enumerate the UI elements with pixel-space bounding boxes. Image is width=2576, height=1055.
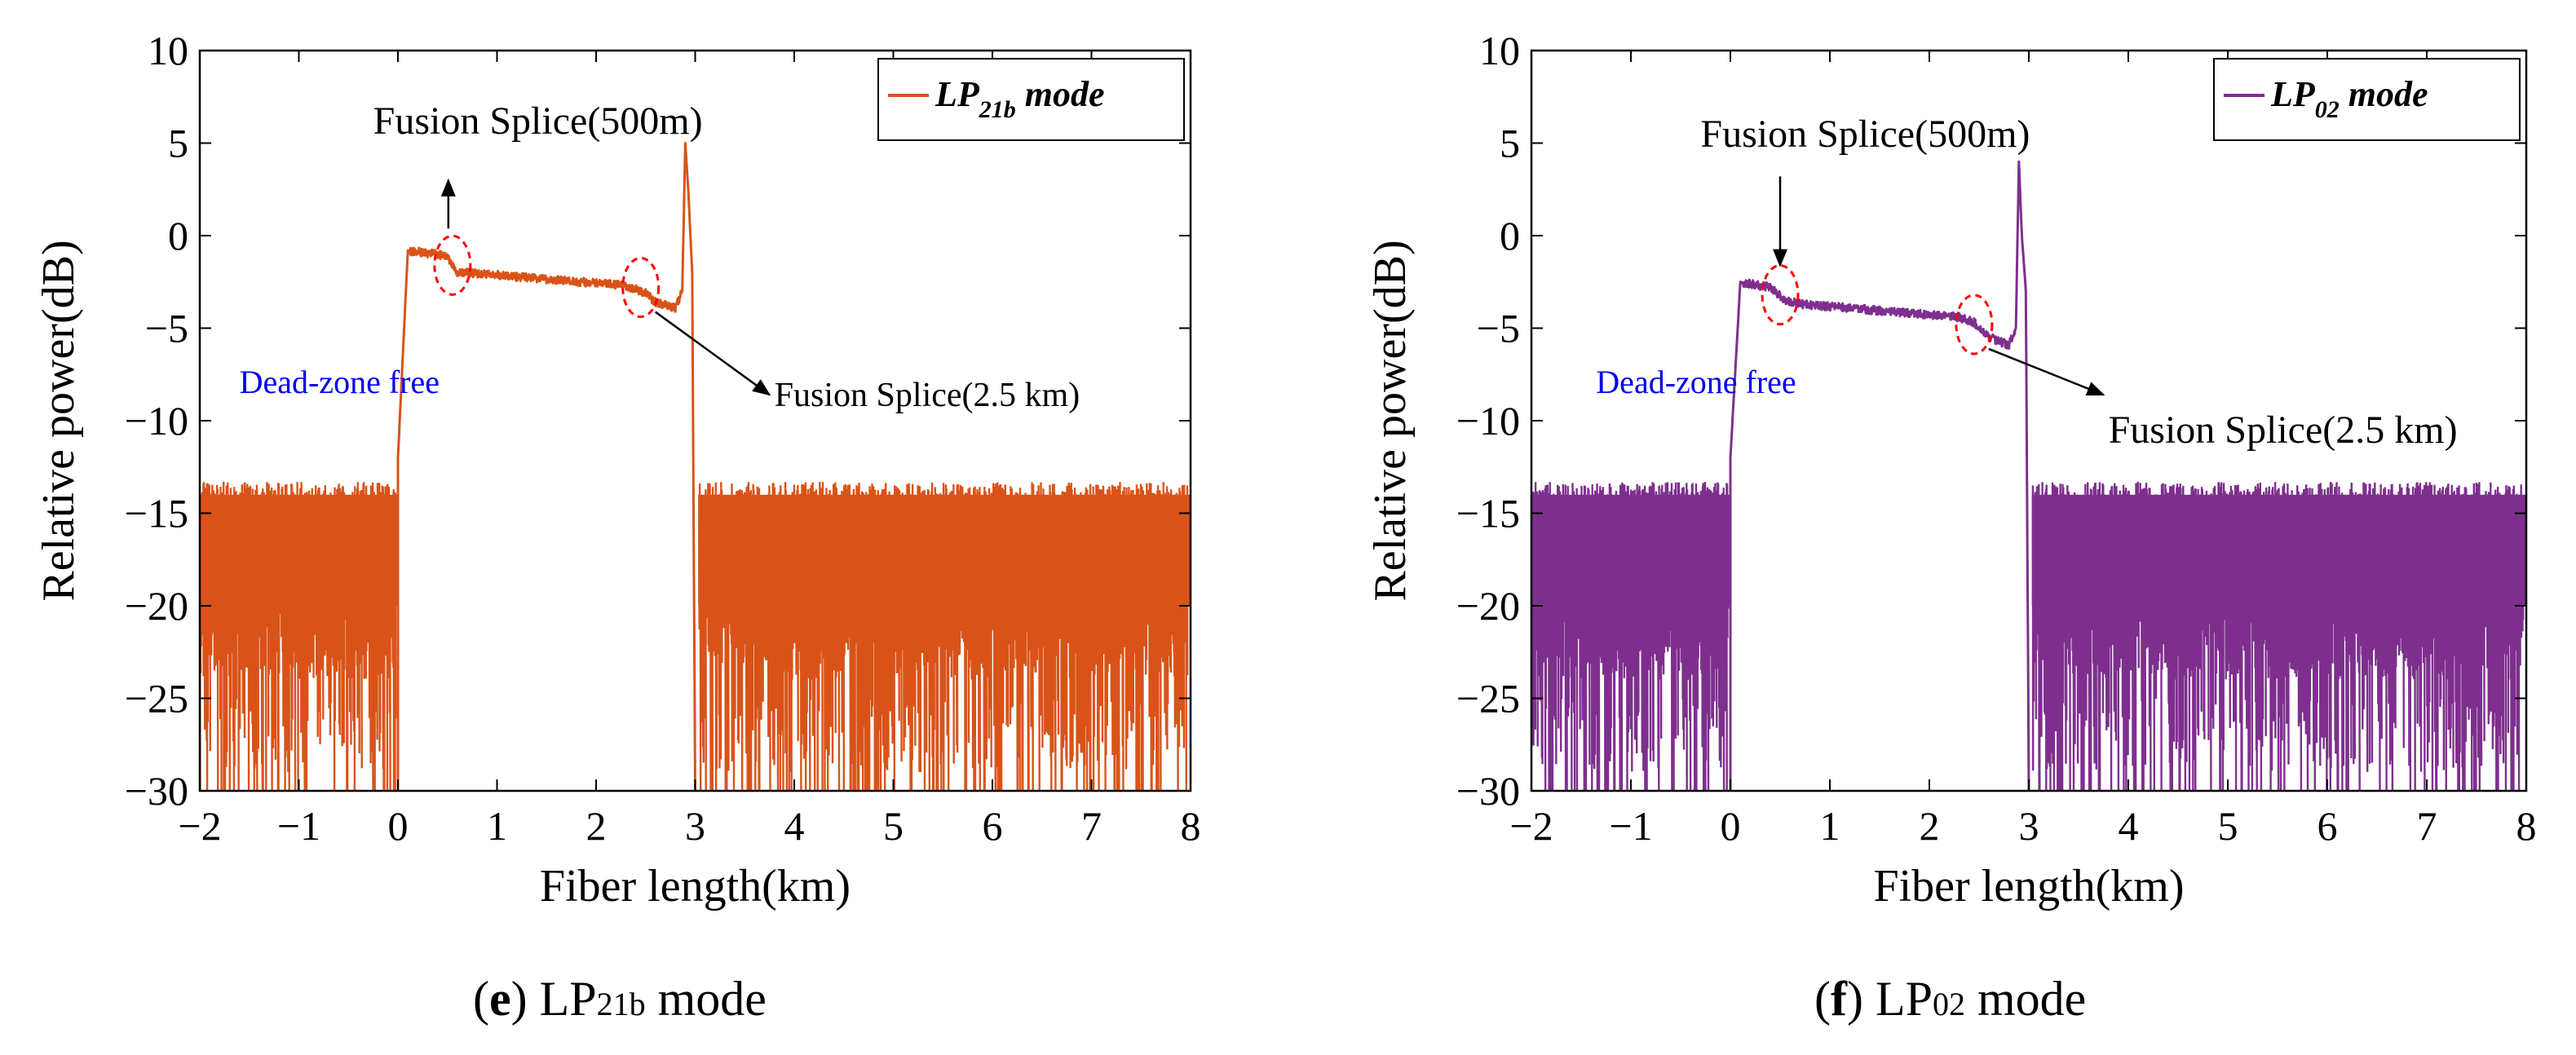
caption-suffix: mode: [1965, 972, 2086, 1026]
x-tick-label: 0: [388, 803, 409, 849]
caption-open-paren: (: [1814, 972, 1831, 1026]
legend-prefix: LP: [935, 74, 980, 114]
caption-suffix: mode: [646, 972, 767, 1026]
x-tick-label: −1: [277, 803, 320, 849]
signal-trace: [396, 142, 696, 791]
x-tick-label: 8: [1181, 803, 1201, 849]
y-tick-label: −5: [145, 306, 188, 351]
splice-marker-2p5km: [1955, 294, 1994, 355]
legend-suffix: mode: [2340, 74, 2428, 114]
y-axis-label: Relative power(dB): [1365, 240, 1416, 601]
legend-label: LP21b mode: [935, 74, 1105, 123]
annotation-dead-zone-free: Dead-zone free: [1596, 364, 1796, 400]
annotation-fusion-splice-2p5km: Fusion Splice(2.5 km): [2109, 408, 2458, 452]
arrow-2p5km: [1988, 347, 2105, 396]
x-axis-label: Fiber length(km): [1873, 861, 2184, 912]
panel-f: −2 −1 0 1 2 3 4 5 6 7 81050−5−10−15−20−25−30Fiber …: [1365, 28, 2537, 1026]
panel-caption: (f) LP02 mode: [1814, 972, 2086, 1026]
data-traces: [200, 142, 1191, 791]
legend-suffix: mode: [1016, 74, 1105, 114]
x-tick-label: 1: [487, 803, 507, 849]
y-tick-label: −25: [125, 676, 188, 722]
caption-subscript: 21b: [597, 986, 646, 1022]
caption-letter: e: [489, 972, 511, 1026]
x-tick-label: 2: [1920, 803, 1940, 849]
x-tick-label: 6: [2318, 803, 2338, 849]
panel-e: −2 −1 0 1 2 3 4 5 6 7 81050−5−10−15−20−25−30Fiber …: [33, 28, 1201, 1026]
y-axis-label: Relative power(dB): [33, 240, 84, 601]
x-tick-label: 5: [2218, 803, 2238, 849]
legend-box: [877, 58, 1185, 141]
y-tick-label: 5: [168, 121, 188, 166]
legend-subscript: 21b: [979, 96, 1016, 123]
noise-trace-right: [2031, 481, 2525, 791]
legend-prefix: LP: [2270, 74, 2316, 114]
caption-close-paren: ): [1847, 972, 1876, 1026]
caption-letter: f: [1831, 972, 1848, 1026]
y-tick-label: −10: [125, 398, 188, 444]
x-tick-label: 1: [1820, 803, 1840, 849]
splice-marker-2p5km: [621, 257, 661, 319]
x-tick-label: 4: [2119, 803, 2139, 849]
legend-box: [2213, 58, 2521, 141]
y-tick-label: 5: [1500, 121, 1520, 166]
y-tick-label: −5: [1477, 306, 1520, 351]
x-tick-label: −1: [1609, 803, 1652, 849]
y-tick-label: −10: [1456, 398, 1520, 444]
y-tick-label: −15: [125, 491, 188, 536]
y-tick-label: −30: [125, 768, 188, 814]
x-tick-label: −2: [178, 803, 221, 849]
annotation-dead-zone-free: Dead-zone free: [240, 364, 440, 400]
signal-trace: [1729, 160, 2030, 791]
x-tick-label: 3: [685, 803, 705, 849]
y-tick-label: 10: [1479, 28, 1520, 73]
y-tick-label: −20: [1456, 583, 1520, 629]
x-tick-label: 6: [983, 803, 1003, 849]
noise-trace-right: [698, 481, 1189, 791]
x-axis-label: Fiber length(km): [540, 861, 851, 912]
y-tick-label: −30: [1456, 768, 1520, 814]
caption-subscript: 02: [1933, 986, 1965, 1022]
caption-open-paren: (: [473, 972, 489, 1026]
splice-marker-500m: [1761, 264, 1800, 326]
panel-caption: (e) LP21b mode: [473, 972, 767, 1026]
y-tick-label: 0: [1500, 213, 1520, 258]
x-tick-label: −2: [1509, 803, 1553, 849]
splice-marker-500m: [433, 234, 472, 296]
x-tick-label: 4: [784, 803, 805, 849]
x-tick-label: 0: [1721, 803, 1741, 849]
x-tick-label: 5: [883, 803, 904, 849]
x-tick-label: 8: [2516, 803, 2537, 849]
legend: LP21b mode: [877, 58, 1185, 141]
annotation-fusion-splice-500m: Fusion Splice(500m): [373, 99, 703, 143]
caption-prefix: LP: [540, 972, 597, 1026]
y-tick-label: 10: [148, 28, 188, 73]
annotation-fusion-splice-500m: Fusion Splice(500m): [1700, 113, 2030, 156]
legend-subscript: 02: [2315, 96, 2340, 123]
y-tick-label: −20: [125, 583, 188, 629]
annotation-fusion-splice-2p5km: Fusion Splice(2.5 km): [775, 377, 1080, 414]
x-tick-label: 2: [586, 803, 607, 849]
y-tick-label: −25: [1456, 676, 1520, 722]
x-tick-label: 3: [2019, 803, 2039, 849]
x-tick-label: 7: [1081, 803, 1102, 849]
legend: LP02 mode: [2213, 58, 2521, 141]
y-tick-label: −15: [1456, 491, 1520, 536]
y-tick-label: 0: [168, 213, 188, 258]
caption-prefix: LP: [1876, 972, 1933, 1026]
caption-close-paren: ): [511, 972, 540, 1026]
x-tick-label: 7: [2417, 803, 2437, 849]
arrow-2p5km: [654, 311, 771, 396]
data-traces: [1531, 160, 2526, 791]
legend-label: LP02 mode: [2270, 74, 2428, 123]
